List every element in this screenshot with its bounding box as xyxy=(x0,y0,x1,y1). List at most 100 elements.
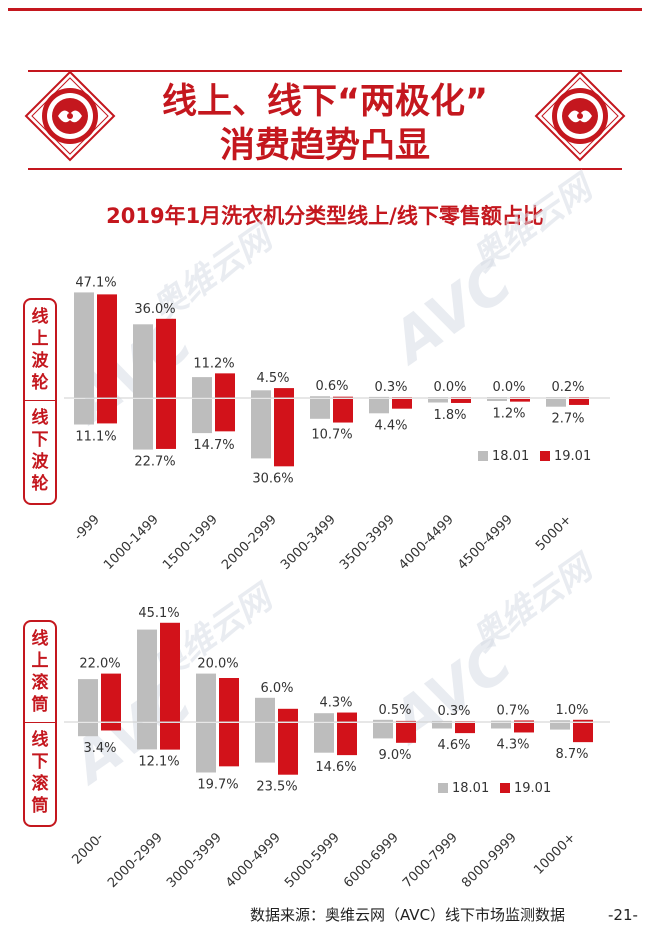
category-label: 2000- xyxy=(70,830,108,868)
data-label-offline: 14.6% xyxy=(315,760,356,775)
bar-offline-1801 xyxy=(428,399,448,403)
bar-offline-1901 xyxy=(455,723,475,734)
category-label: 8000-9999 xyxy=(459,830,520,891)
data-label-offline: 4.4% xyxy=(374,418,407,433)
bar-offline-1801 xyxy=(133,399,153,450)
bar-online-1801 xyxy=(310,396,330,398)
legend-swatch-1901 xyxy=(540,451,550,461)
bar-offline-1801 xyxy=(546,399,566,407)
bar-offline-1901 xyxy=(510,399,530,402)
bar-online-1801 xyxy=(192,377,212,398)
legend-label-1801: 18.01 xyxy=(492,449,529,464)
bar-online-1801 xyxy=(74,292,94,398)
bar-offline-1801 xyxy=(78,723,98,737)
bar-online-1901 xyxy=(333,396,353,398)
page-title-line1: 线上、线下“两极化” xyxy=(161,82,488,122)
label-online-drum-text: 线上滚筒 xyxy=(31,629,49,715)
bar-offline-1901 xyxy=(573,723,593,743)
bar-online-1801 xyxy=(314,713,334,722)
data-label-online: 0.0% xyxy=(492,380,525,395)
category-label: 6000-6999 xyxy=(341,830,402,891)
category-label: 1000-1499 xyxy=(101,512,162,573)
category-label: 4000-4999 xyxy=(223,830,284,891)
data-label-offline: 8.7% xyxy=(555,747,588,762)
data-label-offline: 1.2% xyxy=(492,407,525,422)
top-accent-bar xyxy=(8,8,642,11)
data-label-online: 0.0% xyxy=(433,380,466,395)
bar-offline-1901 xyxy=(514,723,534,733)
data-label-offline: 23.5% xyxy=(256,780,297,795)
label-offline-pulsator: 线下波轮 xyxy=(23,400,57,505)
title-frame xyxy=(28,70,622,170)
bar-offline-1901 xyxy=(333,399,353,423)
bar-online-1801 xyxy=(133,324,153,398)
bar-offline-1801 xyxy=(550,723,570,730)
bar-offline-1901 xyxy=(215,399,235,432)
label-online-drum: 线上滚筒 xyxy=(23,620,57,726)
bar-online-1901 xyxy=(156,318,176,398)
legend-swatch-1901 xyxy=(500,783,510,793)
bar-online-1901 xyxy=(219,678,239,722)
data-label-online: 4.5% xyxy=(256,371,289,386)
bar-online-1901 xyxy=(573,719,593,722)
category-label: 2000-2999 xyxy=(219,512,280,573)
bar-online-1801 xyxy=(78,679,98,722)
bar-offline-1801 xyxy=(255,723,275,763)
bar-online-1801 xyxy=(255,697,275,722)
category-label: 3500-3999 xyxy=(337,512,398,573)
bar-online-1801 xyxy=(550,720,570,722)
category-label: 5000-5999 xyxy=(282,830,343,891)
category-label: 4500-4999 xyxy=(455,512,516,573)
data-label-online: 0.5% xyxy=(378,703,411,718)
bar-offline-1801 xyxy=(196,723,216,773)
paper-cut-ornament-right-icon xyxy=(534,70,626,162)
bar-online-1901 xyxy=(101,673,121,722)
legend-label-1901: 19.01 xyxy=(514,781,551,796)
bar-offline-1901 xyxy=(396,723,416,743)
data-label-online: 36.0% xyxy=(134,302,175,317)
bar-offline-1801 xyxy=(491,723,511,729)
label-offline-drum-text: 线下滚筒 xyxy=(31,730,49,816)
bar-offline-1901 xyxy=(274,399,294,467)
paper-cut-ornament-left-icon xyxy=(24,70,116,162)
data-label-online: 4.3% xyxy=(319,696,352,711)
bar-online-1801 xyxy=(369,396,389,398)
data-label-online: 1.0% xyxy=(555,703,588,718)
data-label-online: 22.0% xyxy=(79,657,120,672)
legend-label-1901: 19.01 xyxy=(554,449,591,464)
category-label: 3000-3499 xyxy=(278,512,339,573)
bar-online-1801 xyxy=(137,629,157,722)
data-label-online: 0.2% xyxy=(551,380,584,395)
bar-online-1901 xyxy=(396,720,416,722)
data-source-note: 数据来源：奥维云网（AVC）线下市场监测数据 xyxy=(250,906,566,924)
category-label: 2000-2999 xyxy=(105,830,166,891)
bar-offline-1801 xyxy=(432,723,452,729)
bar-online-1901 xyxy=(97,294,117,398)
data-label-online: 45.1% xyxy=(138,606,179,621)
bar-offline-1901 xyxy=(337,723,357,756)
bar-offline-1901 xyxy=(451,399,471,403)
bar-online-1801 xyxy=(251,390,271,398)
data-label-offline: 12.1% xyxy=(138,755,179,770)
category-label: 1500-1999 xyxy=(160,512,221,573)
data-label-offline: 3.4% xyxy=(83,741,116,756)
category-label: -999 xyxy=(71,512,102,543)
bar-offline-1901 xyxy=(160,723,180,750)
data-label-online: 0.3% xyxy=(437,704,470,719)
data-label-offline: 4.3% xyxy=(496,737,529,752)
bar-offline-1901 xyxy=(97,399,117,424)
data-label-offline: 2.7% xyxy=(551,412,584,427)
bar-offline-1901 xyxy=(219,723,239,767)
data-label-offline: 10.7% xyxy=(311,428,352,443)
data-label-offline: 30.6% xyxy=(252,471,293,486)
data-label-online: 0.3% xyxy=(374,380,407,395)
bar-offline-1801 xyxy=(373,723,393,739)
chart-subtitle: 2019年1月洗衣机分类型线上/线下零售额占比 xyxy=(106,204,544,228)
legend-swatch-1801 xyxy=(478,451,488,461)
data-label-online: 11.2% xyxy=(193,356,234,371)
bar-offline-1801 xyxy=(137,723,157,750)
label-offline-drum: 线下滚筒 xyxy=(23,722,57,827)
category-label: 3000-3999 xyxy=(164,830,225,891)
